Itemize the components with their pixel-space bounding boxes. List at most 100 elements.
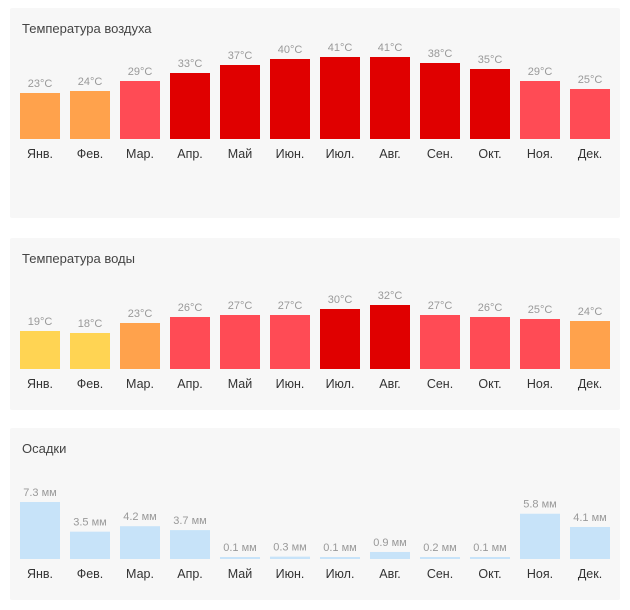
air-temperature-month-label: Апр. <box>177 147 203 161</box>
precipitation-month-label: Июн. <box>276 567 305 581</box>
air-temperature-title: Температура воздуха <box>22 21 152 36</box>
air-temperature-bar <box>20 93 60 139</box>
air-temperature-month-label: Дек. <box>578 147 602 161</box>
air-temperature-bar <box>370 57 410 139</box>
precipitation-month-label: Май <box>228 567 253 581</box>
precipitation-value-label: 3.7 мм <box>173 515 206 527</box>
air-temperature-value-label: 41°C <box>328 42 353 54</box>
air-temperature-value-label: 29°C <box>528 66 553 78</box>
air-temperature-bar <box>520 81 560 139</box>
air-temperature-month-label: Июн. <box>276 147 305 161</box>
precipitation-value-label: 0.9 мм <box>373 537 406 549</box>
precipitation-value-label: 0.1 мм <box>473 542 506 554</box>
air-temperature-panel: Температура воздуха 23°C Янв. 24°C Фев. 29°C… <box>10 8 620 218</box>
water-temperature-bar <box>320 309 360 369</box>
water-temperature-bar <box>70 333 110 369</box>
air-temperature-value-label: 37°C <box>228 50 253 62</box>
water-temperature-bar <box>470 317 510 369</box>
air-temperature-bar <box>120 81 160 139</box>
water-temperature-value-label: 18°C <box>78 318 103 330</box>
precipitation-bar <box>470 557 510 559</box>
water-temperature-chart: 19°C Янв. 18°C Фев. 23°C Мар. 26°C Апр. 27°C Май 2… <box>20 290 610 391</box>
precipitation-value-label: 3.5 мм <box>73 517 106 529</box>
air-temperature-month-label: Окт. <box>478 147 501 161</box>
water-temperature-title: Температура воды <box>22 251 135 266</box>
air-temperature-value-label: 35°C <box>478 54 503 66</box>
precipitation-month-label: Апр. <box>177 567 203 581</box>
water-temperature-bar <box>170 317 210 369</box>
air-temperature-value-label: 38°C <box>428 48 453 60</box>
air-temperature-value-label: 33°C <box>178 58 203 70</box>
water-temperature-month-label: Авг. <box>379 377 400 391</box>
precipitation-month-label: Янв. <box>27 567 53 581</box>
water-temperature-value-label: 23°C <box>128 308 153 320</box>
precipitation-title: Осадки <box>22 441 67 456</box>
precipitation-value-label: 0.2 мм <box>423 542 456 554</box>
precipitation-value-label: 4.2 мм <box>123 511 156 523</box>
precipitation-bar <box>570 526 610 559</box>
precipitation-bar <box>120 526 160 559</box>
air-temperature-bar <box>170 73 210 139</box>
air-temperature-month-label: Май <box>228 147 253 161</box>
air-temperature-bar <box>570 89 610 139</box>
water-temperature-month-label: Мар. <box>126 377 154 391</box>
precipitation-chart: 7.3 мм Янв. 3.5 мм Фев. 4.2 мм Мар. 3.7 мм Апр.… <box>20 487 610 581</box>
air-temperature-month-label: Мар. <box>126 147 154 161</box>
water-temperature-bar <box>20 331 60 369</box>
water-temperature-value-label: 25°C <box>528 304 553 316</box>
water-temperature-value-label: 27°C <box>428 300 453 312</box>
precipitation-bar <box>520 513 560 559</box>
water-temperature-month-label: Июл. <box>326 377 355 391</box>
precipitation-month-label: Мар. <box>126 567 154 581</box>
air-temperature-month-label: Ноя. <box>527 147 553 161</box>
air-temperature-value-label: 41°C <box>378 42 403 54</box>
water-temperature-panel: Температура воды 19°C Янв. 18°C Фев. 23°C Мар… <box>10 238 620 410</box>
precipitation-bar <box>220 557 260 559</box>
precipitation-month-label: Окт. <box>478 567 501 581</box>
air-temperature-month-label: Сен. <box>427 147 453 161</box>
water-temperature-value-label: 26°C <box>478 302 503 314</box>
precipitation-bar <box>420 557 460 559</box>
water-temperature-bar <box>570 321 610 369</box>
air-temperature-month-label: Фев. <box>77 147 104 161</box>
precipitation-value-label: 0.1 мм <box>223 542 256 554</box>
water-temperature-value-label: 30°C <box>328 294 353 306</box>
precipitation-bar <box>70 531 110 559</box>
water-temperature-bar <box>220 315 260 369</box>
precipitation-value-label: 0.3 мм <box>273 542 306 554</box>
water-temperature-bar <box>270 315 310 369</box>
water-temperature-month-label: Май <box>228 377 253 391</box>
water-temperature-bar <box>370 305 410 369</box>
precipitation-month-label: Сен. <box>427 567 453 581</box>
water-temperature-bar <box>520 319 560 369</box>
precipitation-bar <box>20 502 60 559</box>
water-temperature-month-label: Янв. <box>27 377 53 391</box>
water-temperature-month-label: Ноя. <box>527 377 553 391</box>
precipitation-value-label: 5.8 мм <box>523 499 556 511</box>
air-temperature-bar <box>220 65 260 139</box>
air-temperature-bar <box>320 57 360 139</box>
air-temperature-value-label: 24°C <box>78 76 103 88</box>
air-temperature-bar <box>70 91 110 139</box>
air-temperature-bar <box>420 63 460 139</box>
water-temperature-value-label: 24°C <box>578 306 603 318</box>
water-temperature-value-label: 27°C <box>228 300 253 312</box>
air-temperature-month-label: Июл. <box>326 147 355 161</box>
water-temperature-month-label: Апр. <box>177 377 203 391</box>
precipitation-value-label: 4.1 мм <box>573 512 606 524</box>
water-temperature-month-label: Июн. <box>276 377 305 391</box>
water-temperature-bar <box>420 315 460 369</box>
air-temperature-value-label: 29°C <box>128 66 153 78</box>
air-temperature-value-label: 23°C <box>28 78 53 90</box>
water-temperature-month-label: Окт. <box>478 377 501 391</box>
air-temperature-value-label: 40°C <box>278 44 303 56</box>
water-temperature-month-label: Фев. <box>77 377 104 391</box>
precipitation-bar <box>320 557 360 559</box>
precipitation-month-label: Фев. <box>77 567 104 581</box>
water-temperature-value-label: 19°C <box>28 316 53 328</box>
water-temperature-month-label: Дек. <box>578 377 602 391</box>
precipitation-value-label: 0.1 мм <box>323 542 356 554</box>
precipitation-value-label: 7.3 мм <box>23 487 56 499</box>
water-temperature-value-label: 27°C <box>278 300 303 312</box>
air-temperature-month-label: Авг. <box>379 147 400 161</box>
